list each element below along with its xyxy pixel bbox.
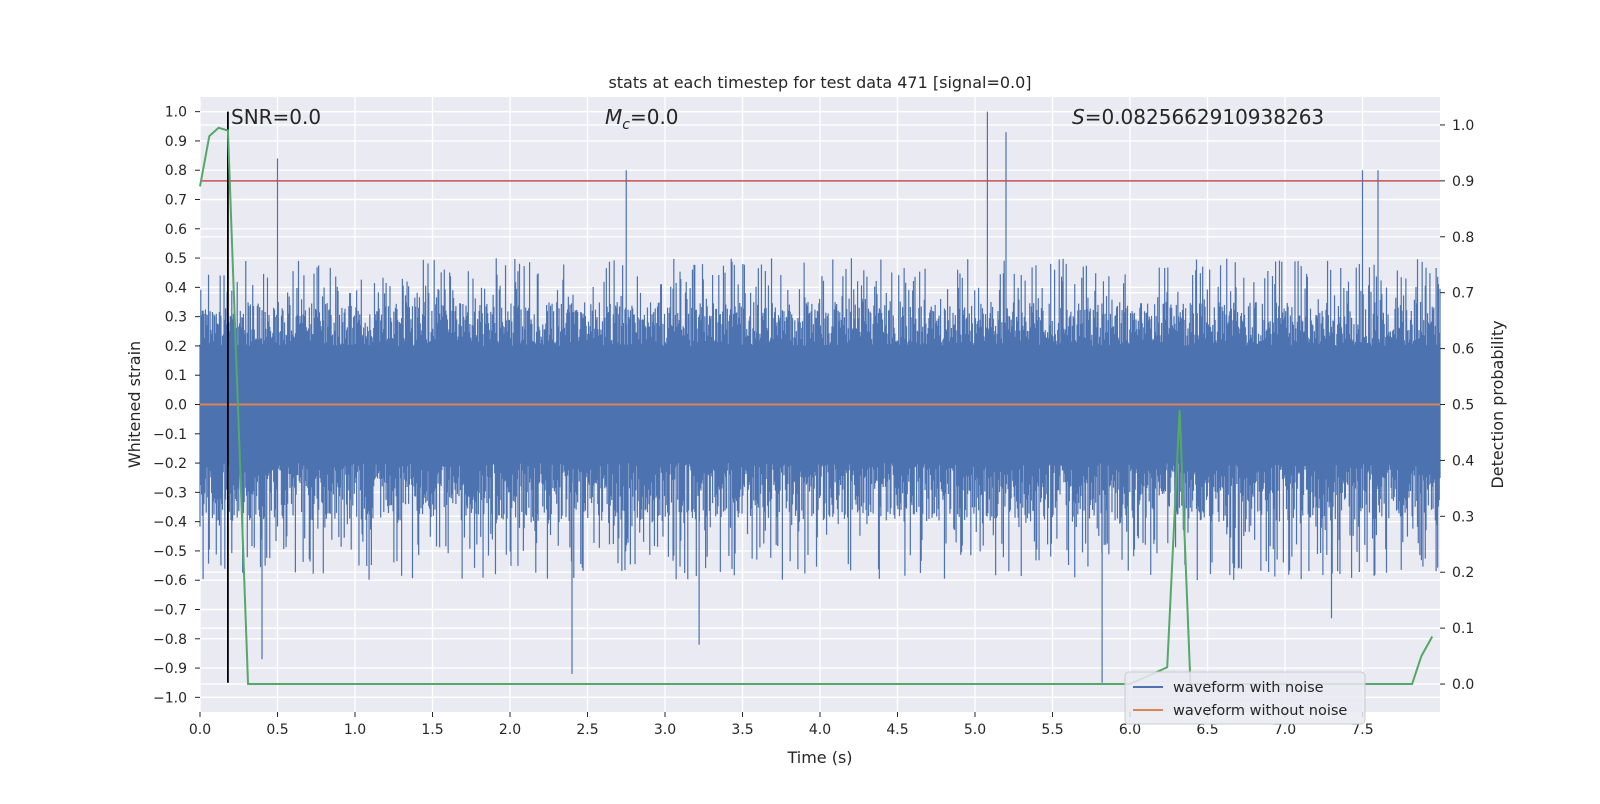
x-tick-label: 3.0 <box>654 722 676 738</box>
chart-title: stats at each timestep for test data 471… <box>608 73 1031 92</box>
y2-tick-label: 0.8 <box>1452 230 1474 246</box>
y-tick-label: 0.5 <box>165 251 187 267</box>
y2-axis-label: Detection probability <box>1488 320 1507 488</box>
x-tick-label: 3.5 <box>731 722 753 738</box>
y2-tick-label: 0.4 <box>1452 453 1474 469</box>
y2-tick-label: 0.6 <box>1452 342 1474 358</box>
y2-tick-label: 0.5 <box>1452 398 1474 414</box>
s-value: =0.0825662910938263 <box>1085 105 1324 129</box>
y-tick-label: −0.9 <box>153 661 187 677</box>
legend-box <box>1124 671 1366 725</box>
mc-subscript: c <box>622 117 630 133</box>
y-tick-label: −0.4 <box>153 515 187 531</box>
y2-tick-label: 0.1 <box>1452 621 1474 637</box>
y-tick-label: 0.3 <box>165 310 187 326</box>
y-tick-label: 0.2 <box>165 339 187 355</box>
x-tick-label: 1.0 <box>344 722 366 738</box>
y-tick-label: 1.0 <box>165 105 187 121</box>
x-tick-label: 4.0 <box>809 722 831 738</box>
y-tick-label: −0.2 <box>153 456 187 472</box>
y2-tick-label: 1.0 <box>1452 118 1474 134</box>
y-tick-label: 0.4 <box>165 280 187 296</box>
y-tick-label: −0.6 <box>153 573 187 589</box>
mc-value: =0.0 <box>630 105 679 129</box>
x-tick-label: 0.5 <box>266 722 288 738</box>
mc-symbol: M <box>605 105 622 129</box>
x-tick-label: 5.0 <box>964 722 986 738</box>
y-tick-label: −0.3 <box>153 485 187 501</box>
s-symbol: S <box>1072 105 1085 129</box>
y2-tick-label: 0.9 <box>1452 174 1474 190</box>
x-tick-label: 6.5 <box>1196 722 1218 738</box>
y2-tick-label: 0.2 <box>1452 565 1474 581</box>
y-tick-label: −0.5 <box>153 544 187 560</box>
y-tick-label: 0.7 <box>165 193 187 209</box>
x-tick-label: 1.5 <box>421 722 443 738</box>
waveform-with-noise-series <box>199 111 1441 683</box>
axis-ticks: 0.0 0.5 1.0 1.5 2.0 2.5 3.0 3.5 4.0 4.5 5.0 5.5 6.0 6… <box>153 105 1474 738</box>
legend: waveform with noise waveform without noi… <box>1124 671 1366 725</box>
y-tick-label: 0.6 <box>165 222 187 238</box>
x-axis-label: Time (s) <box>786 748 852 767</box>
y-tick-label: −0.1 <box>153 427 187 443</box>
s-annotation: S=0.0825662910938263 <box>1072 105 1324 129</box>
y2-tick-label: 0.7 <box>1452 286 1474 302</box>
snr-annotation: SNR=0.0 <box>231 105 321 129</box>
x-tick-label: 4.5 <box>886 722 908 738</box>
x-tick-label: 2.5 <box>576 722 598 738</box>
x-tick-label: 5.5 <box>1041 722 1063 738</box>
y-tick-label: −1.0 <box>153 690 187 706</box>
legend-label-waveform-without-noise: waveform without noise <box>1173 703 1347 719</box>
y-tick-label: 0.8 <box>165 163 187 179</box>
x-tick-label: 2.0 <box>499 722 521 738</box>
y-tick-label: −0.8 <box>153 632 187 648</box>
y2-tick-label: 0.0 <box>1452 677 1474 693</box>
x-tick-label: 6.0 <box>1119 722 1141 738</box>
y-tick-label: 0.1 <box>165 368 187 384</box>
y2-tick-label: 0.3 <box>1452 509 1474 525</box>
y-tick-label: 0.0 <box>165 398 187 414</box>
chirp-mass-annotation: Mc=0.0 <box>605 105 679 133</box>
y-axis-label: Whitened strain <box>125 341 144 468</box>
x-tick-label: 7.5 <box>1351 722 1373 738</box>
x-tick-label: 7.0 <box>1274 722 1296 738</box>
y-tick-label: −0.7 <box>153 603 187 619</box>
waveform-noise-core <box>200 354 1440 449</box>
legend-label-waveform-with-noise: waveform with noise <box>1173 680 1324 696</box>
y-tick-label: 0.9 <box>165 134 187 150</box>
x-tick-label: 0.0 <box>189 722 211 738</box>
